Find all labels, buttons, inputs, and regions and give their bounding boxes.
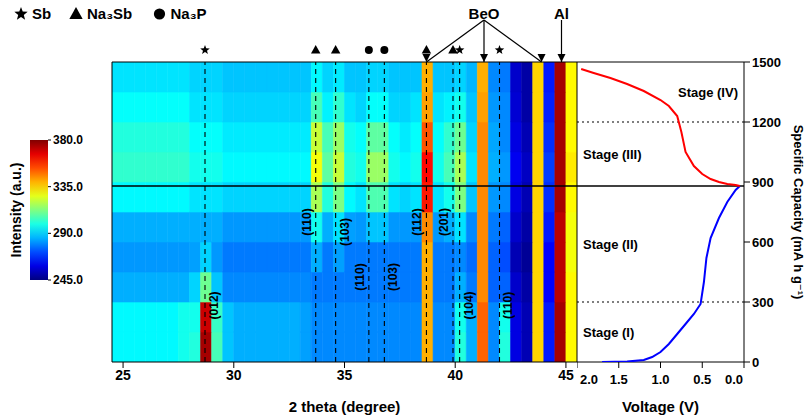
svg-text:Voltage (V): Voltage (V) — [622, 398, 699, 415]
svg-text:40: 40 — [447, 367, 463, 383]
svg-text:Sb: Sb — [32, 5, 51, 22]
svg-text:(103): (103) — [338, 218, 352, 246]
svg-text:Stage (I): Stage (I) — [583, 325, 634, 340]
svg-text:(201): (201) — [437, 208, 451, 236]
svg-text:(112): (112) — [410, 208, 424, 235]
svg-text:Stage (IV): Stage (IV) — [678, 85, 738, 100]
svg-text:Stage (III): Stage (III) — [583, 147, 642, 162]
svg-text:1.0: 1.0 — [651, 372, 669, 387]
svg-text:335.0: 335.0 — [53, 180, 83, 194]
svg-text:(103): (103) — [386, 263, 400, 291]
svg-text:Na₃Sb: Na₃Sb — [87, 5, 132, 22]
svg-text:0.0: 0.0 — [725, 372, 743, 387]
svg-text:2 theta (degree): 2 theta (degree) — [289, 398, 401, 415]
svg-text:290.0: 290.0 — [53, 226, 83, 240]
svg-text:900: 900 — [752, 175, 774, 190]
svg-text:(110): (110) — [300, 208, 314, 235]
svg-text:30: 30 — [226, 367, 242, 383]
svg-text:600: 600 — [752, 235, 774, 250]
svg-text:Specific Capacity (mA h g⁻¹): Specific Capacity (mA h g⁻¹) — [791, 125, 806, 300]
svg-text:Al: Al — [554, 5, 569, 22]
svg-text:2.0: 2.0 — [580, 372, 598, 387]
svg-text:(110): (110) — [502, 292, 516, 319]
svg-text:Na₃P: Na₃P — [171, 5, 207, 22]
svg-text:25: 25 — [115, 367, 131, 383]
svg-text:245.0: 245.0 — [53, 273, 83, 287]
svg-text:(012): (012) — [207, 291, 221, 319]
svg-text:35: 35 — [337, 367, 353, 383]
svg-text:45: 45 — [558, 367, 574, 383]
svg-text:0: 0 — [752, 355, 759, 370]
svg-text:Stage (II): Stage (II) — [583, 237, 638, 252]
svg-text:300: 300 — [752, 295, 774, 310]
svg-text:(104): (104) — [462, 291, 476, 319]
svg-text:Intensity (a.u.): Intensity (a.u.) — [8, 163, 24, 258]
svg-text:BeO: BeO — [469, 5, 500, 22]
svg-text:1.5: 1.5 — [610, 372, 628, 387]
svg-text:(110): (110) — [353, 263, 367, 290]
svg-text:0.5: 0.5 — [693, 372, 711, 387]
svg-text:1200: 1200 — [752, 115, 781, 130]
svg-text:1500: 1500 — [752, 55, 781, 70]
svg-text:380.0: 380.0 — [53, 133, 83, 147]
